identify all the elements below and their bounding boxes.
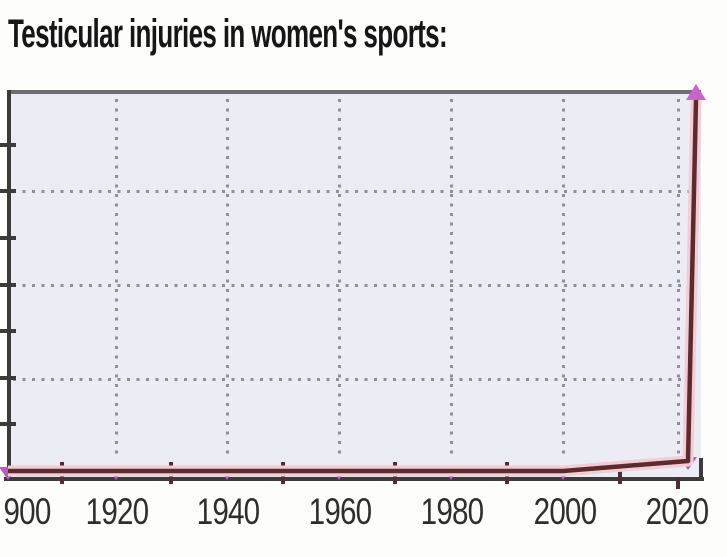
horizontal-gridline xyxy=(13,190,695,193)
x-axis-label: 1940 xyxy=(196,491,260,532)
vertical-gridline xyxy=(338,99,341,460)
y-axis-tick xyxy=(0,189,16,193)
horizontal-gridline xyxy=(13,284,695,287)
x-axis-label: 2000 xyxy=(533,491,597,532)
y-axis-tick xyxy=(0,376,16,380)
injury-line xyxy=(8,99,699,474)
x-axis-label: 2020 xyxy=(645,491,709,532)
vertical-gridline xyxy=(450,99,453,460)
x-axis-tick xyxy=(676,478,680,489)
y-axis-tick xyxy=(0,283,16,287)
x-axis-label: 1980 xyxy=(420,491,484,532)
x-axis xyxy=(4,477,704,481)
y-axis-tick xyxy=(0,422,16,426)
x-axis-right-corner xyxy=(699,458,703,480)
y-axis-tick xyxy=(0,143,16,147)
x-axis-label: 1960 xyxy=(308,491,372,532)
page-title: Testicular injuries in women's sports: xyxy=(8,12,448,56)
vertical-gridline xyxy=(226,99,229,460)
vertical-gridline xyxy=(115,99,118,460)
plot-top-border xyxy=(7,90,701,94)
x-axis-label: 1920 xyxy=(85,491,149,532)
vertical-gridline xyxy=(677,99,680,460)
vertical-gridline xyxy=(562,99,565,460)
y-axis-tick xyxy=(0,236,16,240)
line-arrowhead-icon xyxy=(686,84,706,100)
horizontal-gridline xyxy=(13,378,695,381)
x-axis-tick xyxy=(618,462,622,484)
injury-line-glow xyxy=(8,99,702,477)
y-axis-tick xyxy=(0,329,16,333)
x-axis-label: 900 xyxy=(3,491,52,532)
